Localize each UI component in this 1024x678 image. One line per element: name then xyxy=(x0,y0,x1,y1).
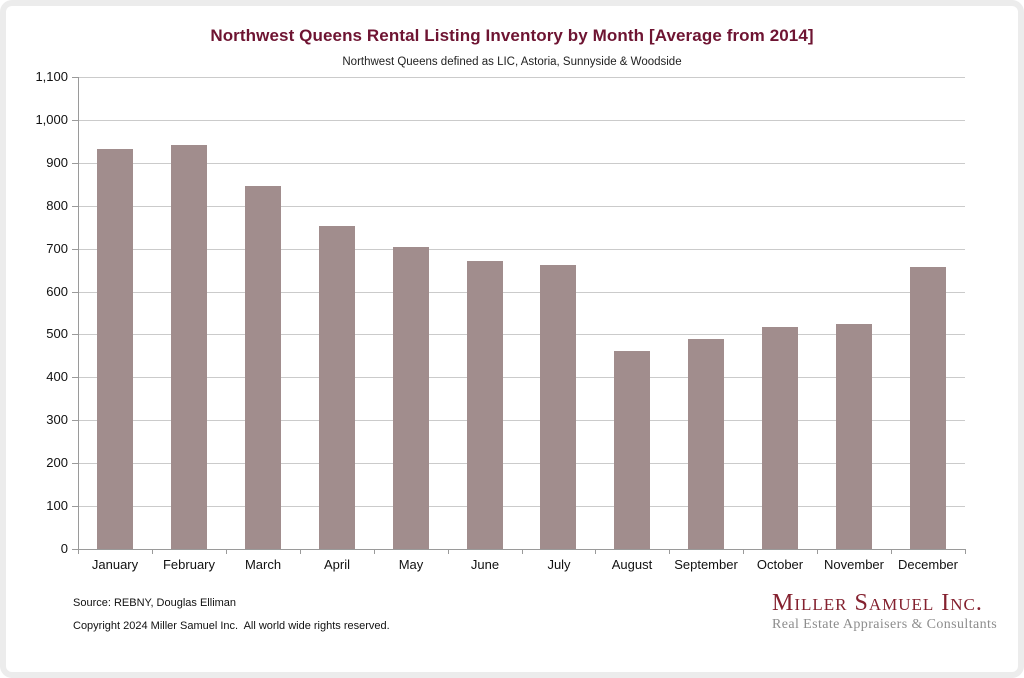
x-axis-tick xyxy=(595,549,596,554)
x-axis-label: August xyxy=(611,557,653,572)
gridline xyxy=(78,77,965,78)
gridline xyxy=(78,334,965,335)
x-axis-label: October xyxy=(756,557,804,572)
gridline xyxy=(78,292,965,293)
bar-november xyxy=(836,324,872,549)
logo-tagline: Real Estate Appraisers & Consultants xyxy=(772,617,998,632)
bar-february xyxy=(171,145,207,549)
y-axis-line xyxy=(78,77,79,550)
y-axis-label: 800 xyxy=(46,198,68,213)
y-axis-label: 700 xyxy=(46,241,68,256)
bar-september xyxy=(688,339,724,549)
y-axis-label: 400 xyxy=(46,369,68,384)
bar-may xyxy=(393,247,429,549)
gridline xyxy=(78,206,965,207)
gridline xyxy=(78,506,965,507)
y-axis-tick xyxy=(72,420,78,421)
x-axis-tick xyxy=(226,549,227,554)
bar-june xyxy=(467,261,503,549)
x-axis-label: January xyxy=(91,557,139,572)
x-axis-tick xyxy=(669,549,670,554)
gridline xyxy=(78,420,965,421)
bar-august xyxy=(614,351,650,549)
x-axis-label: April xyxy=(323,557,350,572)
y-axis-tick xyxy=(72,249,78,250)
chart-subtitle: Northwest Queens defined as LIC, Astoria… xyxy=(342,56,682,68)
x-axis-tick xyxy=(965,549,966,554)
source-note: Source: REBNY, Douglas Elliman xyxy=(73,597,237,609)
y-axis-label: 900 xyxy=(46,155,68,170)
bar-march xyxy=(245,186,281,549)
bar-october xyxy=(762,327,798,549)
copyright-note: Copyright 2024 Miller Samuel Inc. All wo… xyxy=(73,620,390,632)
y-axis-tick xyxy=(72,206,78,207)
bar-january xyxy=(97,149,133,549)
y-axis-label: 1,000 xyxy=(35,112,68,127)
y-axis-tick xyxy=(72,163,78,164)
gridline xyxy=(78,249,965,250)
y-axis-label: 300 xyxy=(46,412,68,427)
y-axis-tick xyxy=(72,120,78,121)
bar-december xyxy=(910,267,946,549)
chart-title: Northwest Queens Rental Listing Inventor… xyxy=(210,26,814,45)
y-axis-label: 0 xyxy=(60,541,68,556)
y-axis-tick xyxy=(72,77,78,78)
gridline xyxy=(78,377,965,378)
x-axis-tick xyxy=(522,549,523,554)
x-axis-tick xyxy=(374,549,375,554)
miller-samuel-logo: Miller Samuel Inc. Real Estate Appraiser… xyxy=(772,590,998,633)
x-axis-label: June xyxy=(470,557,500,572)
x-axis-label: March xyxy=(244,557,282,572)
gridline xyxy=(78,163,965,164)
footnotes: Source: REBNY, Douglas Elliman Copyright… xyxy=(73,597,390,633)
y-axis-label: 1,100 xyxy=(35,69,68,84)
x-axis-tick xyxy=(817,549,818,554)
x-axis-label: February xyxy=(162,557,216,572)
bar-july xyxy=(540,265,576,549)
x-axis-tick xyxy=(448,549,449,554)
x-axis-tick xyxy=(300,549,301,554)
x-axis-label: May xyxy=(398,557,424,572)
x-axis-label: November xyxy=(824,557,884,572)
x-axis-tick xyxy=(743,549,744,554)
y-axis-tick xyxy=(72,506,78,507)
y-axis-tick xyxy=(72,549,78,550)
x-axis-label: December xyxy=(898,557,958,572)
x-axis-tick xyxy=(152,549,153,554)
y-axis-label: 100 xyxy=(46,498,68,513)
y-axis-tick xyxy=(72,463,78,464)
x-axis-line xyxy=(78,549,965,550)
y-axis-tick xyxy=(72,377,78,378)
x-axis-label: July xyxy=(547,557,571,572)
y-axis-label: 600 xyxy=(46,284,68,299)
y-axis-label: 200 xyxy=(46,455,68,470)
y-axis-label: 500 xyxy=(46,326,68,341)
x-axis-tick xyxy=(78,549,79,554)
y-axis-tick xyxy=(72,292,78,293)
y-axis-tick xyxy=(72,334,78,335)
logo-company-name: Miller Samuel Inc. xyxy=(772,590,983,616)
gridline xyxy=(78,120,965,121)
x-axis-tick xyxy=(891,549,892,554)
bar-april xyxy=(319,226,355,549)
gridline xyxy=(78,463,965,464)
x-axis-label: September xyxy=(674,557,738,572)
